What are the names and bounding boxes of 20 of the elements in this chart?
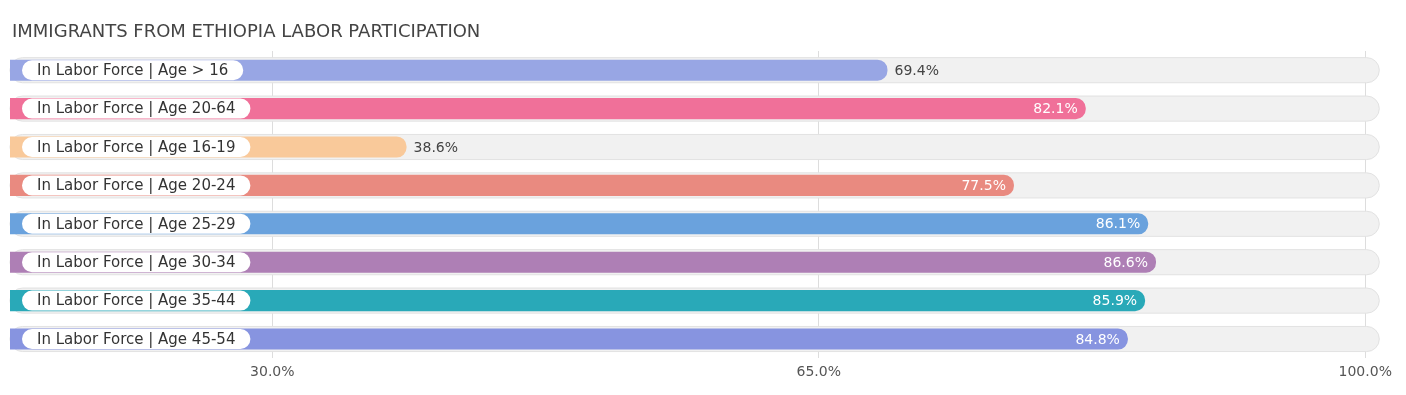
y-tick-label: In Labor Force | Age 25-29 bbox=[37, 214, 236, 233]
y-tick-label: In Labor Force | Age 16-19 bbox=[37, 137, 236, 156]
x-tick-label: 65.0% bbox=[796, 363, 842, 380]
y-tick-label: In Labor Force | Age 35-44 bbox=[37, 291, 236, 310]
y-tick-label: In Labor Force | Age 30-34 bbox=[37, 253, 236, 272]
y-tick-label: In Labor Force | Age 20-64 bbox=[37, 99, 236, 118]
x-tick-label: 30.0% bbox=[250, 363, 295, 380]
y-tick-label: In Labor Force | Age 45-54 bbox=[37, 329, 236, 348]
y-tick-label: In Labor Force | Age 20-24 bbox=[37, 176, 236, 195]
data-label: 86.1% bbox=[1095, 215, 1141, 232]
data-label: 69.4% bbox=[894, 61, 939, 78]
data-label: 84.8% bbox=[1075, 330, 1120, 347]
data-label: 38.6% bbox=[413, 138, 459, 155]
data-label: 86.6% bbox=[1103, 253, 1149, 270]
data-label: 77.5% bbox=[961, 177, 1006, 194]
chart-title: IMMIGRANTS FROM ETHIOPIA LABOR PARTICIPATION bbox=[11, 19, 482, 43]
data-label: 82.1% bbox=[1033, 100, 1078, 117]
x-tick-label: 100.0% bbox=[1338, 363, 1392, 380]
data-label: 85.9% bbox=[1092, 292, 1138, 309]
y-tick-label: In Labor Force | Age > 16 bbox=[37, 61, 229, 80]
